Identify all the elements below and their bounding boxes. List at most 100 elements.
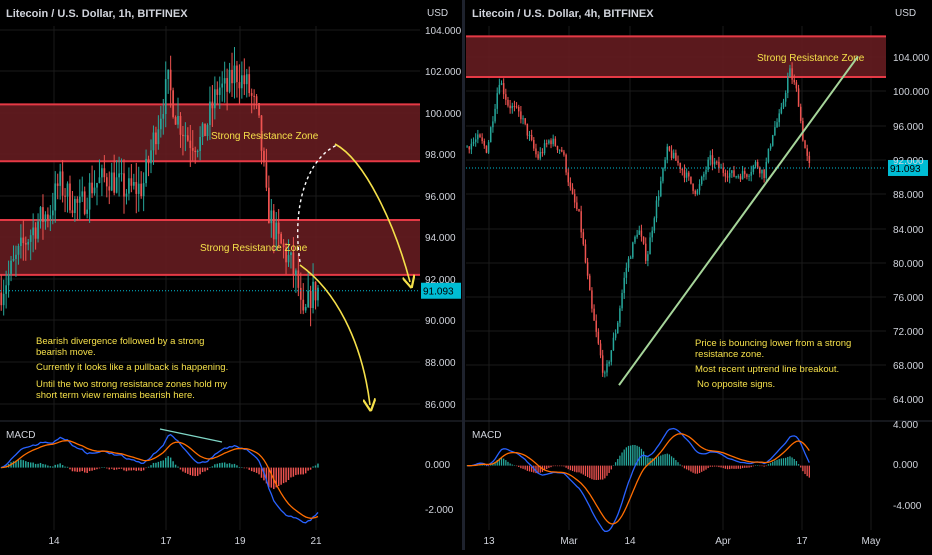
macd-histogram-bar xyxy=(647,457,649,466)
candle-body xyxy=(728,173,731,178)
macd-histogram-bar xyxy=(231,464,233,468)
candle-body xyxy=(10,260,12,274)
macd-histogram-bar xyxy=(720,465,722,468)
macd-histogram-bar xyxy=(696,465,699,474)
macd-histogram-bar xyxy=(275,467,277,488)
candle-body xyxy=(638,230,641,235)
candle-body xyxy=(545,143,548,145)
candle-body xyxy=(152,132,155,151)
panel-divider xyxy=(462,0,465,550)
macd-histogram-bar xyxy=(765,465,767,467)
macd-tick-label: -4.000 xyxy=(893,501,922,512)
candle-body xyxy=(59,171,62,186)
macd-histogram-bar xyxy=(660,455,662,466)
candle-body xyxy=(83,191,86,214)
candle-body xyxy=(108,186,111,191)
candle-body xyxy=(213,89,216,109)
candle-body xyxy=(616,322,619,334)
y-tick-label: 96.000 xyxy=(425,192,456,203)
macd-histogram-bar xyxy=(761,465,763,467)
macd-histogram-bar xyxy=(145,467,147,469)
bearish-arrow xyxy=(334,143,410,282)
candle-body xyxy=(189,140,192,149)
y-tick-label: 100.000 xyxy=(425,109,462,120)
candle-body xyxy=(253,95,255,97)
macd-histogram-bar xyxy=(724,465,727,469)
candle-body xyxy=(297,270,300,288)
macd-histogram-bar xyxy=(782,458,785,466)
y-tick-label: 100.000 xyxy=(893,87,930,98)
candle-body xyxy=(748,175,750,177)
candle-body xyxy=(243,75,246,85)
candle-body xyxy=(265,162,268,188)
macd-histogram-bar xyxy=(201,467,204,473)
candle-body xyxy=(619,308,621,323)
candle-body xyxy=(494,108,496,122)
candle-body xyxy=(793,79,796,83)
macd-histogram-bar xyxy=(675,460,677,466)
macd-tick-label: 0.000 xyxy=(893,460,918,471)
candle-body xyxy=(520,111,522,120)
candle-body xyxy=(268,187,270,224)
chart-title: Litecoin / U.S. Dollar, 4h, BITFINEX xyxy=(472,8,654,20)
macd-histogram-bar xyxy=(295,467,297,476)
macd-histogram-bar xyxy=(806,465,808,477)
macd-histogram-bar xyxy=(223,462,226,468)
candle-body xyxy=(539,152,542,159)
macd-histogram-bar xyxy=(498,458,501,466)
candle-body xyxy=(660,181,662,197)
zone-label: Strong Resistance Zone xyxy=(757,53,865,64)
candle-body xyxy=(299,287,302,300)
macd-histogram-bar xyxy=(260,467,263,478)
candle-body xyxy=(69,183,71,211)
candle-body xyxy=(5,285,7,294)
macd-histogram-bar xyxy=(524,465,526,470)
candle-body xyxy=(735,176,737,178)
candle-body xyxy=(47,214,49,220)
candle-body xyxy=(621,292,623,309)
candle-body xyxy=(528,134,531,136)
macd-histogram-bar xyxy=(681,465,683,467)
macd-histogram-bar xyxy=(574,465,576,472)
macd-histogram-bar xyxy=(110,467,113,469)
candle-body xyxy=(238,82,241,89)
candle-body xyxy=(71,210,74,214)
candle-body xyxy=(142,183,145,197)
macd-histogram-bar xyxy=(258,467,260,475)
macd-histogram-bar xyxy=(226,463,228,468)
candle-body xyxy=(515,106,518,108)
zone-label: Strong Resistance Zone xyxy=(211,131,319,142)
macd-histogram-bar xyxy=(150,465,152,468)
candle-body xyxy=(272,210,275,240)
candle-body xyxy=(304,306,307,311)
candle-body xyxy=(642,236,645,244)
macd-histogram-bar xyxy=(32,462,34,468)
candle-body xyxy=(64,195,66,197)
y-tick-label: 92.000 xyxy=(425,275,456,286)
candle-body xyxy=(194,150,197,153)
macd-histogram-bar xyxy=(140,467,142,472)
candle-body xyxy=(662,168,664,182)
candle-body xyxy=(130,178,133,186)
macd-histogram-bar xyxy=(750,465,752,468)
macd-histogram-bar xyxy=(638,446,640,466)
candle-body xyxy=(610,350,613,362)
macd-histogram-bar xyxy=(184,467,187,473)
macd-histogram-bar xyxy=(108,467,111,470)
macd-histogram-bar xyxy=(66,466,69,468)
candle-body xyxy=(137,183,140,194)
candle-body xyxy=(776,122,778,128)
macd-line xyxy=(467,427,810,532)
candle-body xyxy=(17,246,20,255)
candle-body xyxy=(700,176,703,185)
candle-body xyxy=(733,170,735,177)
candle-body xyxy=(724,172,727,177)
candle-body xyxy=(307,290,310,307)
candle-body xyxy=(101,168,103,178)
x-tick-label: Apr xyxy=(715,536,731,547)
candle-body xyxy=(481,137,483,142)
macd-histogram-bar xyxy=(106,467,108,469)
macd-histogram-bar xyxy=(584,465,587,476)
macd-histogram-bar xyxy=(802,465,804,472)
candle-body xyxy=(780,107,783,114)
